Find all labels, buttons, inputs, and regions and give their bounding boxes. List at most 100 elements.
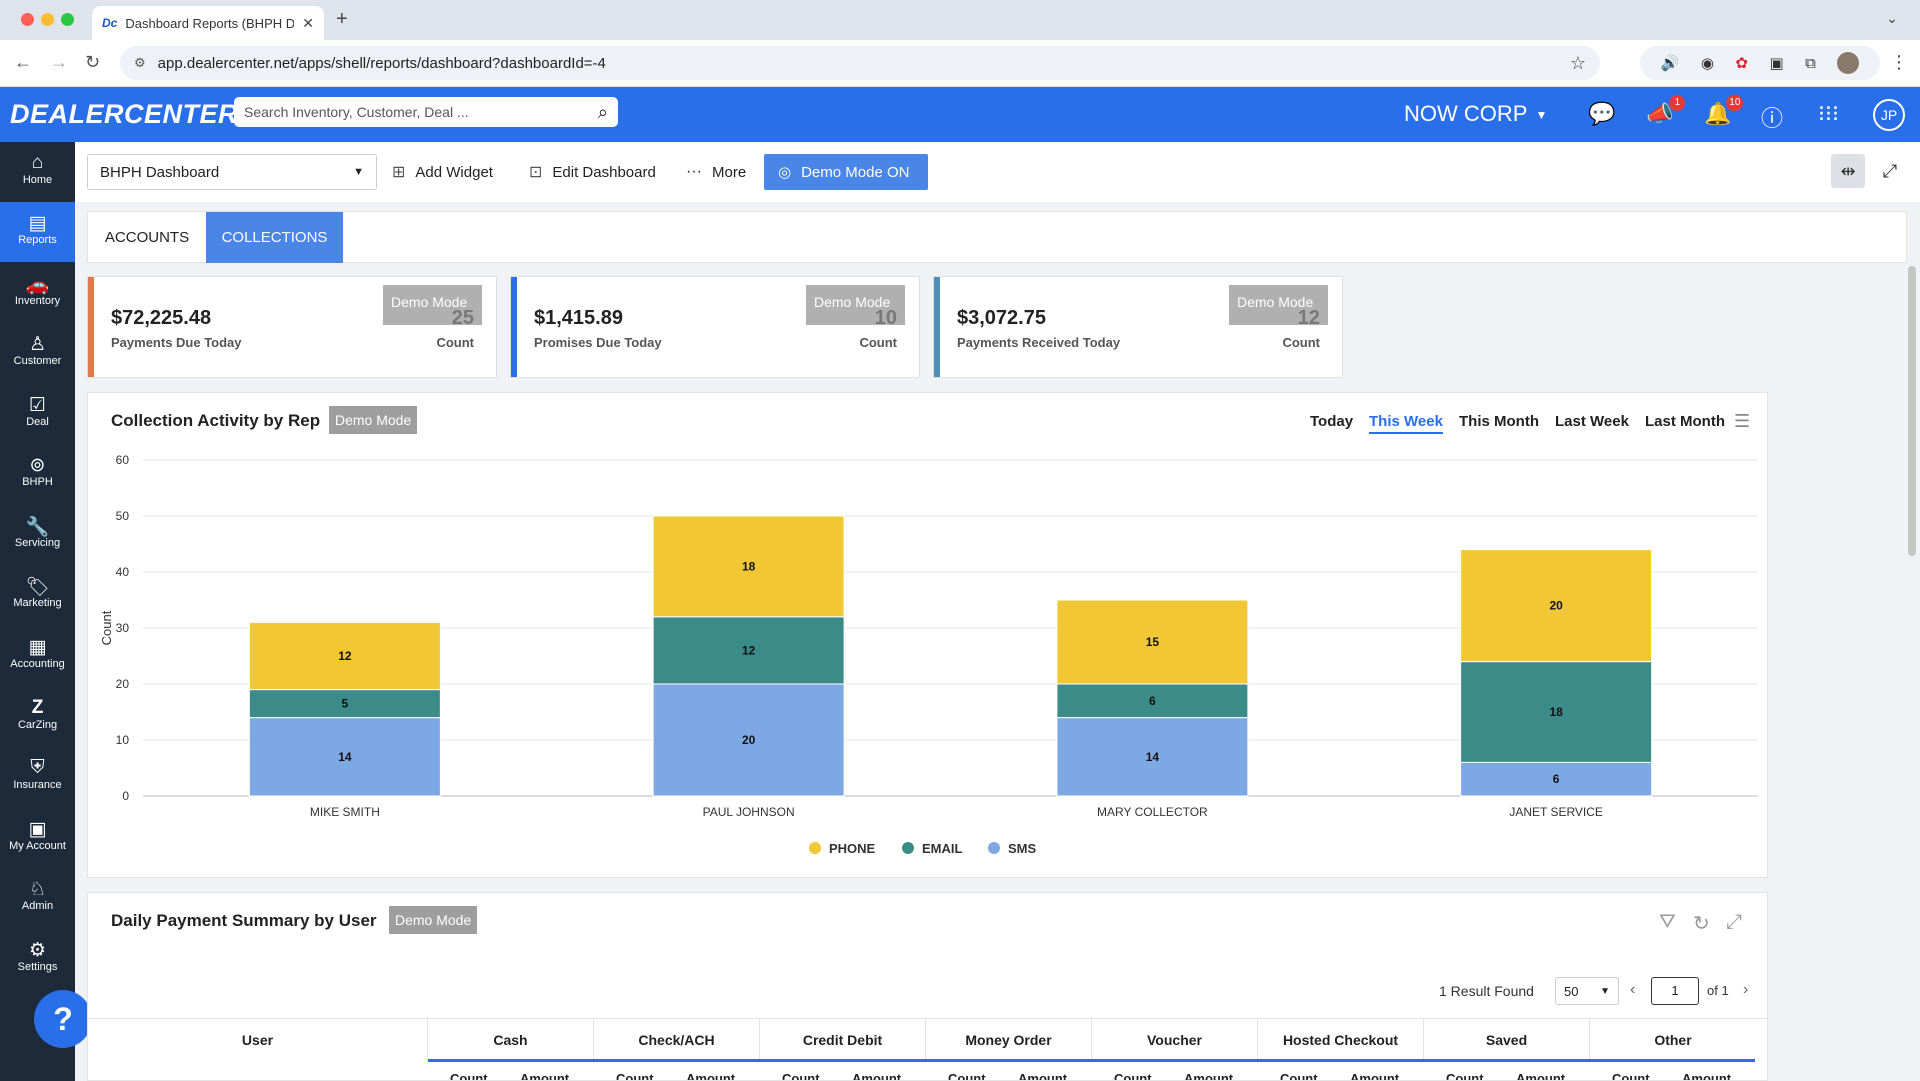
- dashboard-toolbar: BHPH Dashboard ▼ ⊞ Add Widget ⊡ Edit Dashb…: [75, 142, 1920, 202]
- calculator-icon: ▦: [28, 637, 47, 658]
- sidebar-item-customer[interactable]: ♙ Customer: [0, 323, 75, 383]
- sub-column-header: Count: [782, 1071, 820, 1081]
- page-total: of 1: [1707, 983, 1729, 998]
- help-circle-icon[interactable]: ⓘ: [1761, 106, 1784, 131]
- announcements-icon[interactable]: 📣 1: [1646, 95, 1686, 127]
- browser-menu-icon[interactable]: ⋮: [1890, 52, 1908, 72]
- column-header[interactable]: Money Order: [926, 1019, 1092, 1061]
- user-avatar[interactable]: JP: [1873, 99, 1905, 131]
- sidebar-item-reports[interactable]: ▤ Reports: [0, 202, 75, 262]
- sidebar-item-deal[interactable]: ☑ Deal: [0, 384, 75, 444]
- fit-width-icon[interactable]: ⇹: [1831, 154, 1865, 188]
- sidebar-item-servicing[interactable]: 🔧 Servicing: [0, 505, 75, 565]
- notifications-bell-icon[interactable]: 🔔 10: [1704, 95, 1744, 127]
- global-search-input[interactable]: Search Inventory, Customer, Deal ... ⌕: [234, 97, 618, 127]
- column-header[interactable]: Other: [1654, 1032, 1692, 1048]
- period-this-week[interactable]: This Week: [1369, 413, 1443, 434]
- sub-column-header: Amount: [1350, 1071, 1400, 1081]
- site-info-icon[interactable]: ⚙: [134, 55, 146, 70]
- shield-icon: ⛨: [30, 757, 45, 778]
- color-extension-icon[interactable]: ✿: [1735, 55, 1748, 72]
- demo-mode-icon: ◎: [778, 164, 792, 181]
- expand-icon[interactable]: ⤢: [1726, 911, 1742, 933]
- fullscreen-icon[interactable]: ⤢: [1882, 160, 1898, 181]
- reload-icon[interactable]: ↻: [85, 52, 101, 72]
- sidebar-item-accounting[interactable]: ▦ Accounting: [0, 626, 75, 686]
- period-this-month[interactable]: This Month: [1459, 413, 1539, 430]
- account-icon: ▣: [28, 819, 47, 840]
- table-header: User Cash Check/ACH Credit Debit Money O…: [88, 1018, 1767, 1061]
- tab-search-chevron-icon[interactable]: ⌄: [1886, 10, 1898, 26]
- column-header[interactable]: Hosted Checkout: [1258, 1019, 1424, 1061]
- gear-icon: ⚙: [28, 940, 47, 961]
- wrench-icon: 🔧: [25, 517, 50, 538]
- column-header[interactable]: Voucher: [1092, 1019, 1258, 1061]
- sidebar-item-carzing[interactable]: Z CarZing: [0, 687, 75, 747]
- puzzle-extensions-icon[interactable]: ⧉: [1805, 54, 1816, 72]
- column-header[interactable]: User: [88, 1019, 428, 1061]
- kpi-amount: $72,225.48: [111, 307, 212, 329]
- period-today[interactable]: Today: [1310, 413, 1354, 430]
- back-icon[interactable]: ←: [14, 52, 32, 72]
- column-header[interactable]: Check/ACH: [594, 1019, 760, 1061]
- kpi-stripe: [511, 277, 517, 377]
- x-tick-label: PAUL JOHNSON: [703, 805, 795, 819]
- sidebar-item-my-account[interactable]: ▣ My Account: [0, 808, 75, 868]
- sub-column-header: Amount: [1018, 1071, 1068, 1081]
- chart-settings-icon[interactable]: ☰: [1734, 411, 1751, 431]
- next-page-icon[interactable]: ›: [1743, 981, 1749, 998]
- page-scrollbar[interactable]: [1908, 266, 1916, 556]
- new-tab-icon[interactable]: +: [336, 8, 348, 30]
- data-label: 18: [742, 559, 756, 573]
- demo-mode-button[interactable]: ◎ Demo Mode ON: [764, 154, 928, 190]
- app-grid-icon[interactable]: ⁝⁝⁝: [1818, 101, 1839, 126]
- help-button[interactable]: ?: [34, 990, 92, 1048]
- address-bar[interactable]: ⚙ app.dealercenter.net/apps/shell/report…: [120, 46, 1600, 80]
- sidebar-item-inventory[interactable]: 🚗 Inventory: [0, 263, 75, 323]
- kpi-stripe: [88, 277, 94, 377]
- browser-tab[interactable]: Dc Dashboard Reports (BHPH Da ✕: [92, 6, 324, 40]
- screenshot-icon[interactable]: ▣: [1769, 55, 1784, 72]
- data-label: 18: [1549, 705, 1563, 719]
- y-axis-title: Count: [99, 610, 114, 645]
- period-last-week[interactable]: Last Week: [1555, 413, 1629, 430]
- sidebar-item-insurance[interactable]: ⛨ Insurance: [0, 747, 75, 807]
- refresh-icon[interactable]: ↻: [1693, 913, 1710, 935]
- bhph-icon: ⊚: [29, 455, 46, 476]
- chat-icon[interactable]: 💬: [1588, 101, 1616, 126]
- edit-dashboard-button[interactable]: ⊡ Edit Dashboard: [529, 163, 656, 182]
- maximize-window-button[interactable]: [61, 13, 74, 26]
- sidebar-item-home[interactable]: ⌂ Home: [0, 142, 75, 202]
- browser-toolbar: ← → ↻ ⚙ app.dealercenter.net/apps/shell/…: [0, 40, 1920, 87]
- more-button[interactable]: ··· More: [686, 163, 747, 181]
- sidebar-item-admin[interactable]: ♘ Admin: [0, 868, 75, 928]
- dealercenter-logo[interactable]: DEALERCENTER: [10, 99, 239, 129]
- column-header[interactable]: Cash: [428, 1019, 594, 1061]
- tab-accounts[interactable]: ACCOUNTS: [104, 229, 190, 246]
- search-icon[interactable]: ⌕: [597, 101, 608, 122]
- close-tab-icon[interactable]: ✕: [302, 14, 314, 31]
- page-number-input[interactable]: 1: [1651, 977, 1699, 1005]
- sidebar-item-marketing[interactable]: 🏷 Marketing: [0, 565, 75, 625]
- page-size-select[interactable]: 50 ▼: [1555, 977, 1619, 1005]
- dashboard-select[interactable]: BHPH Dashboard ▼: [87, 154, 377, 190]
- add-widget-button[interactable]: ⊞ Add Widget: [392, 163, 493, 182]
- sidebar-item-bhph[interactable]: ⊚ BHPH: [0, 444, 75, 504]
- chevron-down-icon: ▼: [1535, 108, 1548, 123]
- forward-icon[interactable]: →: [50, 52, 68, 72]
- close-window-button[interactable]: [21, 13, 34, 26]
- prev-page-icon[interactable]: ‹: [1630, 981, 1636, 998]
- column-header[interactable]: Saved: [1424, 1019, 1590, 1061]
- tab-collections[interactable]: COLLECTIONS: [206, 212, 343, 263]
- bookmark-star-icon[interactable]: ☆: [1569, 52, 1586, 73]
- speaker-icon[interactable]: 🔊: [1660, 55, 1680, 72]
- password-icon[interactable]: ◉: [1700, 55, 1714, 72]
- demo-mode-chip: Demo Mode: [329, 406, 418, 434]
- column-header[interactable]: Credit Debit: [760, 1019, 926, 1061]
- filter-icon[interactable]: ⛛: [1659, 911, 1676, 933]
- minimize-window-button[interactable]: [41, 13, 54, 26]
- period-last-month[interactable]: Last Month: [1645, 413, 1725, 430]
- org-selector[interactable]: NOW CORP ▼: [1404, 101, 1547, 127]
- profile-avatar[interactable]: [1837, 52, 1860, 74]
- sidebar-item-settings[interactable]: ⚙ Settings: [0, 929, 75, 989]
